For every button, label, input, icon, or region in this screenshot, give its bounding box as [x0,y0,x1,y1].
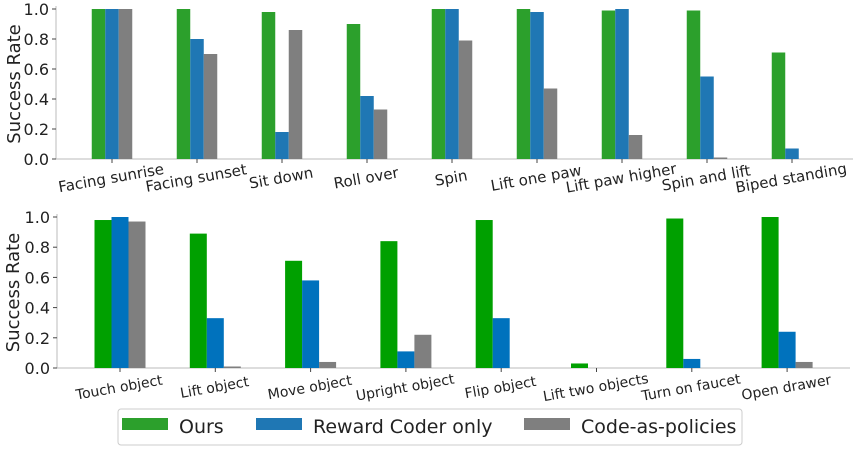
bar-reward-coder-only [302,280,320,368]
legend-label-reward-coder: Reward Coder only [313,416,492,438]
bar-code-as-policies [319,361,337,368]
y-tick-label: 0.8 [24,30,49,49]
bar-ours [601,10,616,159]
bar-reward-coder-only [530,12,544,159]
bar-reward-coder-only [445,9,459,159]
legend-swatch-code-as-policies [524,418,570,430]
bar-code-as-policies [414,334,432,368]
y-tick-label: 0.6 [25,268,50,287]
x-tick-label: Spin [433,166,468,189]
bar-ours [431,9,446,159]
y-tick-label: 0.2 [24,120,49,139]
bar-reward-coder-only [360,96,374,159]
bar-code-as-policies [543,88,558,159]
x-tick-label: Lift object [179,374,251,402]
x-tick-label: Sit down [248,164,315,193]
bar-ours [761,217,779,368]
x-tick-label: Touch object [74,372,165,403]
x-tick-label: Roll over [332,163,400,192]
x-tick-label: Open drawer [740,372,833,404]
y-tick-label: 0.2 [25,329,50,348]
bar-code-as-policies [373,109,388,159]
bar-code-as-policies [795,361,813,368]
y-tick-label: 0.4 [25,299,50,318]
bar-reward-coder-only [111,217,129,368]
bar-reward-coder-only [190,39,204,159]
bar-reward-coder-only [683,358,701,368]
bar-code-as-policies [118,9,133,159]
bar-code-as-policies [128,221,146,368]
x-tick-label: Move object [267,373,354,404]
bar-reward-coder-only [492,318,510,368]
bar-ours [516,9,531,159]
bar-code-as-policies [223,366,241,368]
bar-code-as-policies [288,30,303,159]
y-axis-label: Success Rate [4,24,25,143]
bar-ours [176,9,191,159]
legend-swatch-ours [122,418,168,430]
y-tick-label: 0.0 [25,359,50,378]
bar-reward-coder-only [397,351,415,368]
bar-reward-coder-only [785,148,799,159]
legend: Ours Reward Coder only Code-as-policies [117,408,743,446]
x-tick-label: Flip object [464,374,538,402]
y-tick-label: 0.8 [25,238,50,257]
bar-ours [666,218,684,368]
legend-swatch-reward-coder [256,418,302,430]
bar-ours [571,363,588,368]
y-tick-label: 1.0 [24,0,49,19]
y-tick-label: 0.6 [24,60,49,79]
bar-ours [686,10,701,159]
bar-ours [380,241,398,368]
bar-code-as-policies [628,135,643,159]
bar-code-as-policies [458,40,473,159]
x-tick-label: Lift two objects [542,371,650,405]
bar-ours [189,233,207,368]
legend-label-code-as-policies: Code-as-policies [581,416,736,438]
x-tick-label: Turn on faucet [639,371,742,404]
bar-reward-coder-only [778,331,796,368]
y-tick-label: 0.0 [24,150,49,169]
bar-code-as-policies [203,54,218,159]
bar-ours [94,220,112,368]
bar-ours [285,260,303,368]
bar-ours [475,220,493,368]
bar-ours [91,9,106,159]
legend-label-ours: Ours [179,416,224,438]
bar-reward-coder-only [206,318,224,368]
y-tick-label: 0.4 [24,90,49,109]
bar-reward-coder-only [615,9,629,159]
bar-ours [346,24,361,159]
bar-reward-coder-only [700,76,714,159]
bar-code-as-policies [713,157,728,159]
x-tick-label: Biped standing [734,159,848,196]
x-tick-label: Upright object [355,371,456,404]
bar-ours [261,12,276,159]
y-axis-label: Success Rate [3,233,24,352]
bar-reward-coder-only [105,9,119,159]
bar-reward-coder-only [275,132,289,159]
y-tick-label: 1.0 [25,208,50,227]
bar-ours [771,52,786,159]
